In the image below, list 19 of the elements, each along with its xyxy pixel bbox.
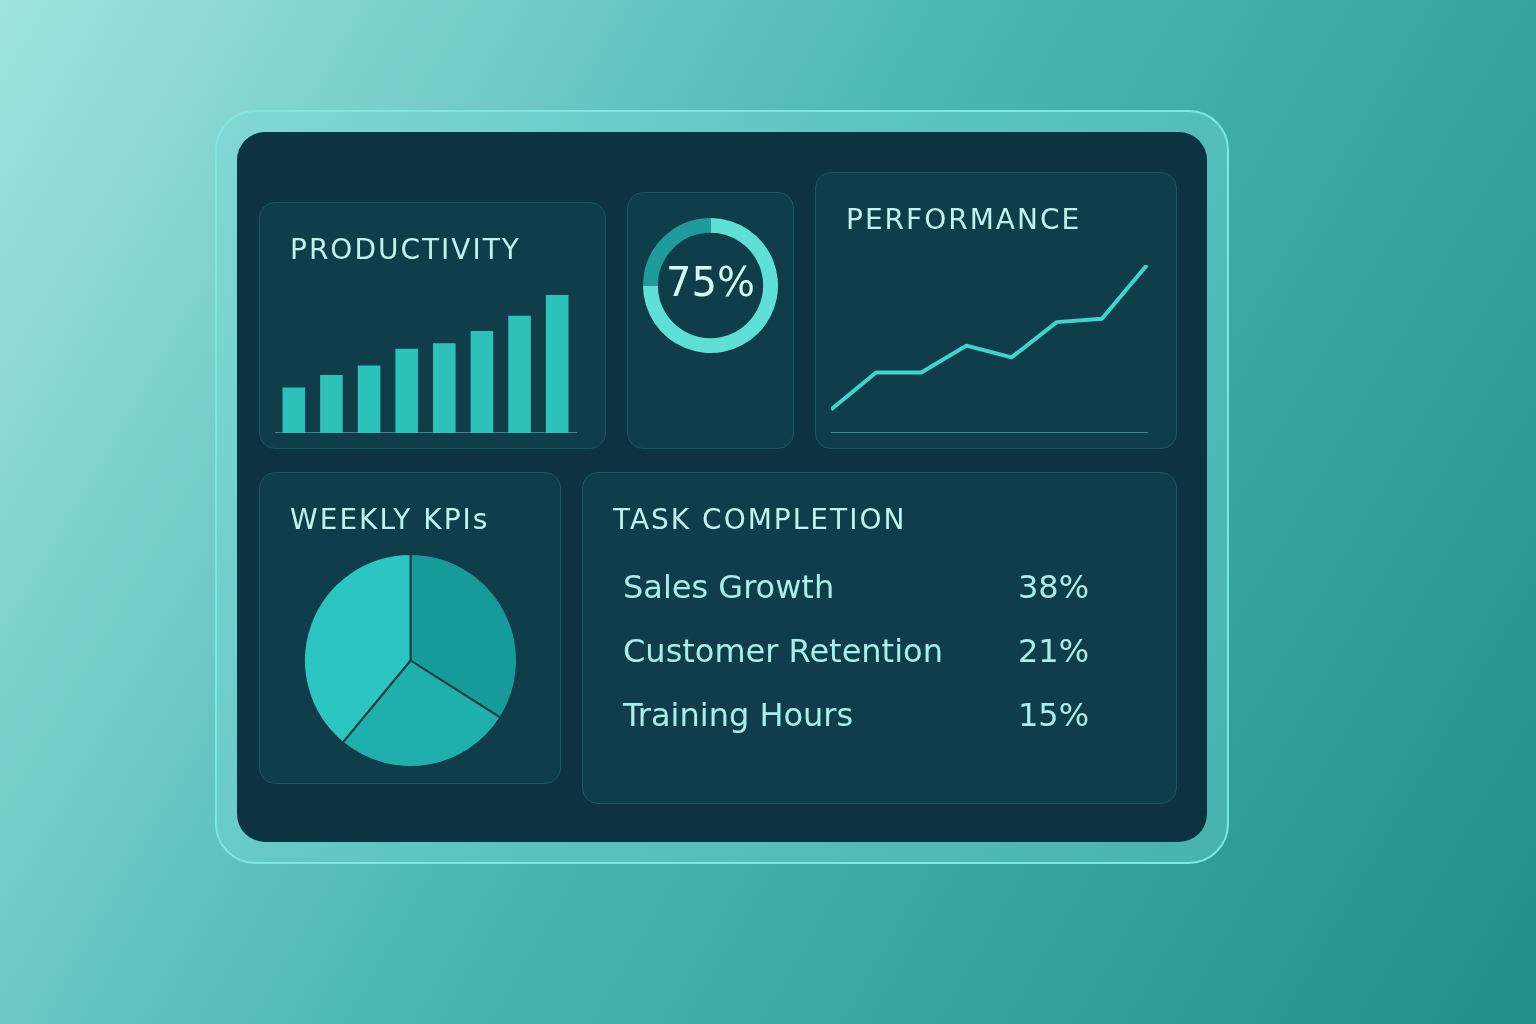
bar xyxy=(320,375,343,433)
bar xyxy=(282,387,306,433)
text: 38% xyxy=(1018,568,1090,606)
bar xyxy=(395,348,418,433)
bar xyxy=(545,295,569,433)
category-label: Customer Retention xyxy=(623,632,943,670)
category-label: Training Hours xyxy=(623,696,854,734)
text: TASK COMPLETION xyxy=(613,503,907,536)
category-label: Sales Growth xyxy=(623,568,835,606)
text: 15% xyxy=(1018,696,1090,734)
bar xyxy=(357,365,381,433)
bar xyxy=(433,343,456,433)
data-label: 75% xyxy=(666,258,755,305)
bar xyxy=(508,315,531,433)
chart-title: PERFORMANCE xyxy=(846,203,1082,236)
text: 21% xyxy=(1018,632,1090,670)
bar xyxy=(470,330,494,433)
chart-title: PRODUCTIVITY xyxy=(290,233,521,266)
chart-title: WEEKLY KPIs xyxy=(290,503,490,536)
